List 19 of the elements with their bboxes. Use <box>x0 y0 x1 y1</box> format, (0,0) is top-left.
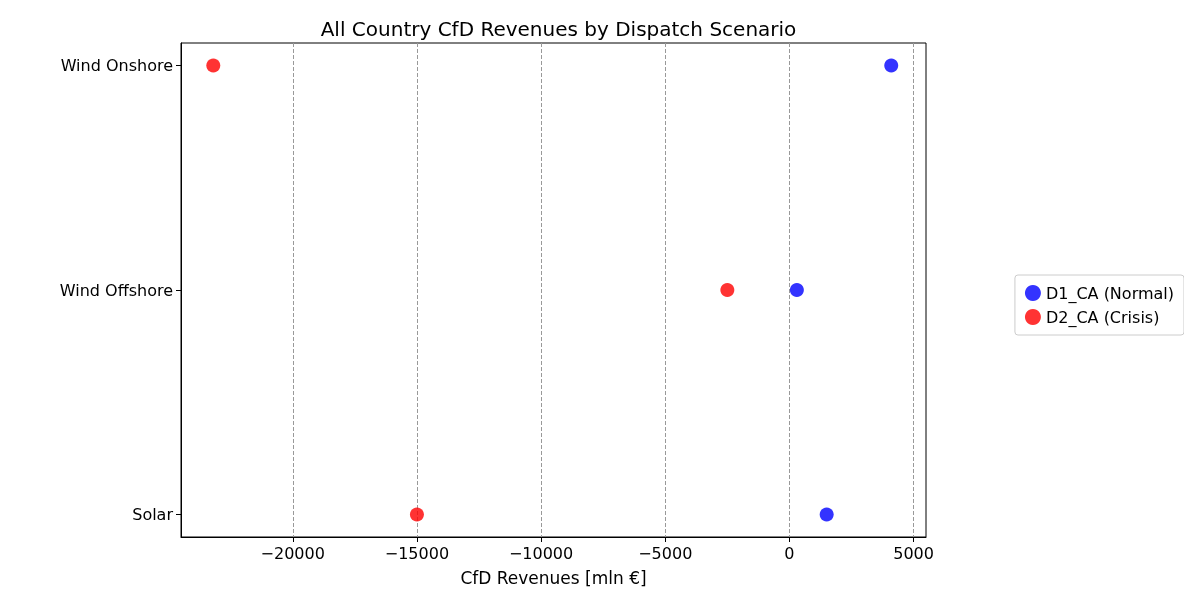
y-tick-label: Wind Offshore <box>59 280 173 300</box>
point <box>819 507 834 522</box>
y-tick-label: Solar <box>132 505 174 525</box>
y-tick-label: Wind Onshore <box>60 55 173 75</box>
x-axis-title: CfD Revenues [mln €] <box>460 567 647 588</box>
x-tick-label: 5000 <box>893 543 934 563</box>
legend-label: D2_CA (Crisis) <box>1045 307 1160 328</box>
point <box>206 58 221 73</box>
x-tick-label: −10000 <box>508 543 574 563</box>
chart-title: All Country CfD Revenues by Dispatch Scenario <box>320 17 797 41</box>
x-tick-label: −20000 <box>260 543 325 563</box>
point <box>409 507 424 522</box>
point <box>789 283 804 297</box>
legend-label: D1_CA (Normal) <box>1045 283 1174 304</box>
x-tick-label: −15000 <box>384 543 450 563</box>
point <box>884 58 899 73</box>
x-tick-label: 0 <box>784 543 795 563</box>
point <box>720 283 735 297</box>
x-tick-label: −5000 <box>638 543 693 563</box>
